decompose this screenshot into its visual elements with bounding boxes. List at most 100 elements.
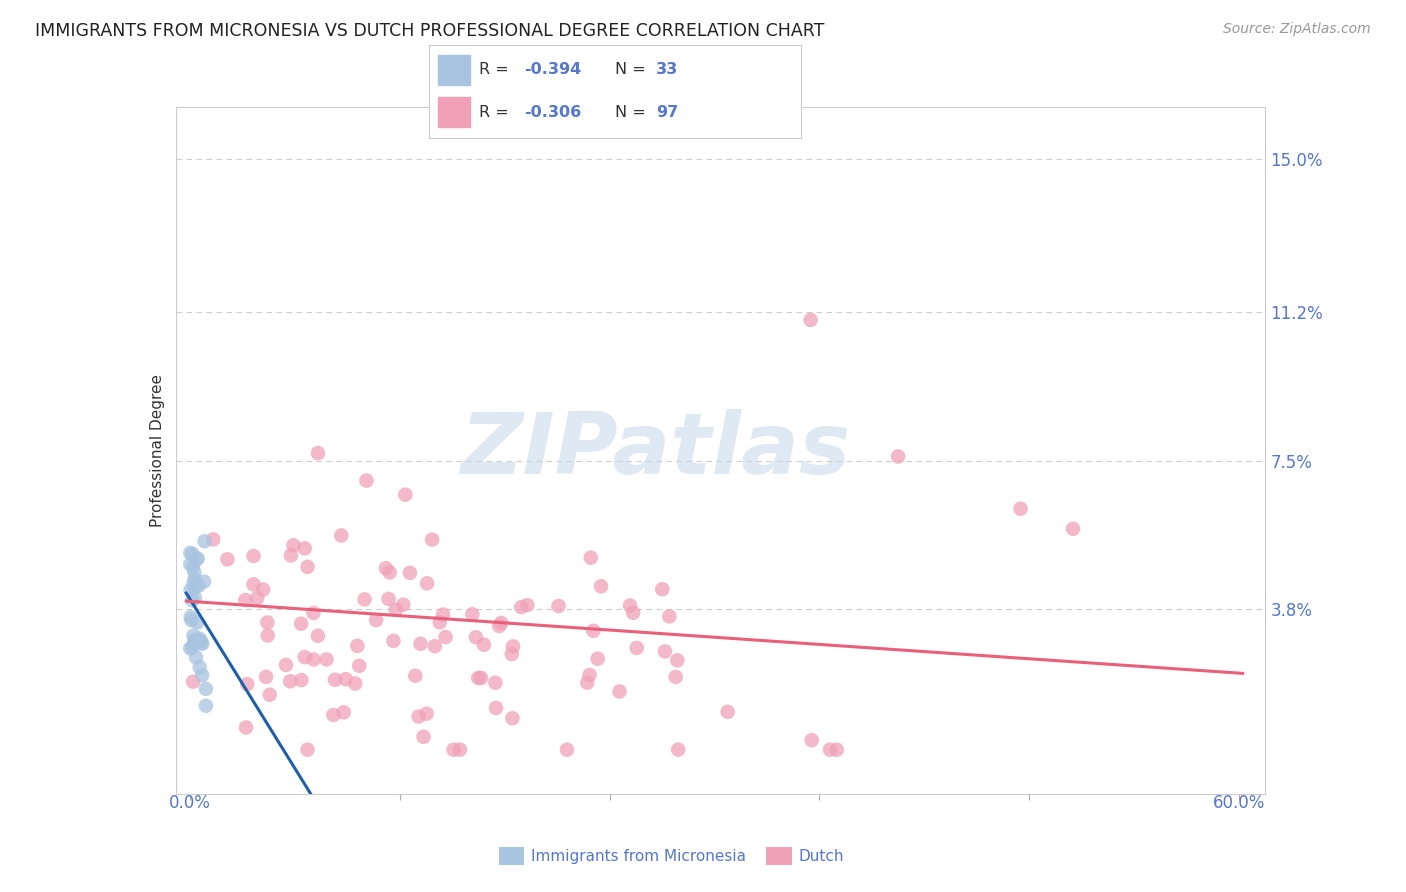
Point	[347, 658, 370, 673]
Point	[409, 637, 432, 651]
Point	[274, 657, 297, 672]
Point	[322, 708, 344, 723]
Point	[464, 630, 486, 644]
Point	[501, 647, 523, 661]
Point	[297, 742, 319, 756]
Text: R =: R =	[479, 62, 515, 78]
Point	[184, 650, 207, 665]
Point	[184, 636, 207, 650]
Point	[377, 591, 399, 606]
Point	[412, 730, 434, 744]
Point	[467, 671, 489, 685]
Point	[179, 641, 201, 656]
Point	[242, 549, 264, 563]
Point	[392, 598, 415, 612]
Point	[555, 742, 578, 756]
Point	[666, 742, 689, 756]
Text: Source: ZipAtlas.com: Source: ZipAtlas.com	[1223, 22, 1371, 37]
Point	[654, 644, 676, 658]
Point	[184, 581, 207, 595]
Point	[578, 668, 600, 682]
Text: 60.0%: 60.0%	[1213, 794, 1265, 812]
Point	[191, 668, 214, 682]
Point	[194, 698, 217, 713]
Point	[399, 566, 422, 580]
Point	[364, 613, 387, 627]
Point	[887, 450, 910, 464]
Text: IMMIGRANTS FROM MICRONESIA VS DUTCH PROFESSIONAL DEGREE CORRELATION CHART: IMMIGRANTS FROM MICRONESIA VS DUTCH PROF…	[35, 22, 824, 40]
Bar	[439, 97, 470, 127]
Point	[252, 582, 274, 597]
Point	[186, 615, 208, 630]
Point	[1010, 501, 1032, 516]
Text: -0.306: -0.306	[524, 104, 581, 120]
Point	[194, 534, 217, 549]
Point	[609, 684, 631, 698]
Point	[423, 639, 446, 653]
Point	[825, 742, 848, 756]
Point	[488, 619, 510, 633]
Point	[188, 660, 211, 674]
Point	[415, 706, 437, 721]
Point	[330, 528, 353, 542]
Point	[297, 559, 319, 574]
Point	[183, 576, 205, 591]
Text: -0.394: -0.394	[524, 62, 581, 78]
Point	[181, 560, 204, 574]
Text: Immigrants from Micronesia: Immigrants from Micronesia	[531, 849, 747, 863]
Point	[217, 552, 239, 566]
Text: N =: N =	[616, 62, 651, 78]
Point	[666, 653, 689, 667]
Y-axis label: Professional Degree: Professional Degree	[149, 374, 165, 527]
Point	[188, 632, 211, 646]
Text: N =: N =	[616, 104, 651, 120]
Text: ZIPatlas: ZIPatlas	[460, 409, 851, 492]
Point	[259, 688, 281, 702]
Point	[187, 551, 209, 566]
Point	[394, 488, 416, 502]
Point	[502, 640, 524, 654]
Point	[323, 673, 346, 687]
Point	[501, 711, 523, 725]
Point	[302, 606, 325, 620]
Text: 0.0%: 0.0%	[169, 794, 211, 812]
Text: 97: 97	[657, 104, 678, 120]
Point	[579, 550, 602, 565]
Point	[191, 637, 214, 651]
Point	[180, 613, 202, 627]
Text: R =: R =	[479, 104, 515, 120]
Point	[408, 709, 430, 723]
Point	[619, 599, 641, 613]
Point	[461, 607, 484, 622]
Point	[290, 673, 312, 687]
Point	[180, 610, 202, 624]
Point	[332, 706, 354, 720]
Point	[658, 609, 681, 624]
Point	[382, 634, 405, 648]
Point	[621, 606, 644, 620]
Point	[429, 615, 451, 630]
Point	[344, 676, 367, 690]
Point	[233, 593, 256, 607]
Text: 33: 33	[657, 62, 678, 78]
Point	[307, 446, 329, 460]
Point	[582, 624, 605, 638]
Point	[181, 593, 204, 607]
Point	[193, 574, 215, 589]
Point	[194, 681, 217, 696]
Point	[356, 474, 378, 488]
Point	[626, 640, 648, 655]
Point	[190, 636, 212, 650]
Point	[576, 675, 599, 690]
Point	[1062, 522, 1084, 536]
Point	[302, 652, 325, 666]
Point	[443, 742, 465, 756]
Point	[346, 639, 368, 653]
Point	[449, 742, 471, 756]
Point	[290, 616, 312, 631]
Point	[315, 652, 337, 666]
Point	[491, 615, 513, 630]
Point	[404, 669, 426, 683]
Point	[800, 733, 823, 747]
Point	[294, 541, 316, 556]
